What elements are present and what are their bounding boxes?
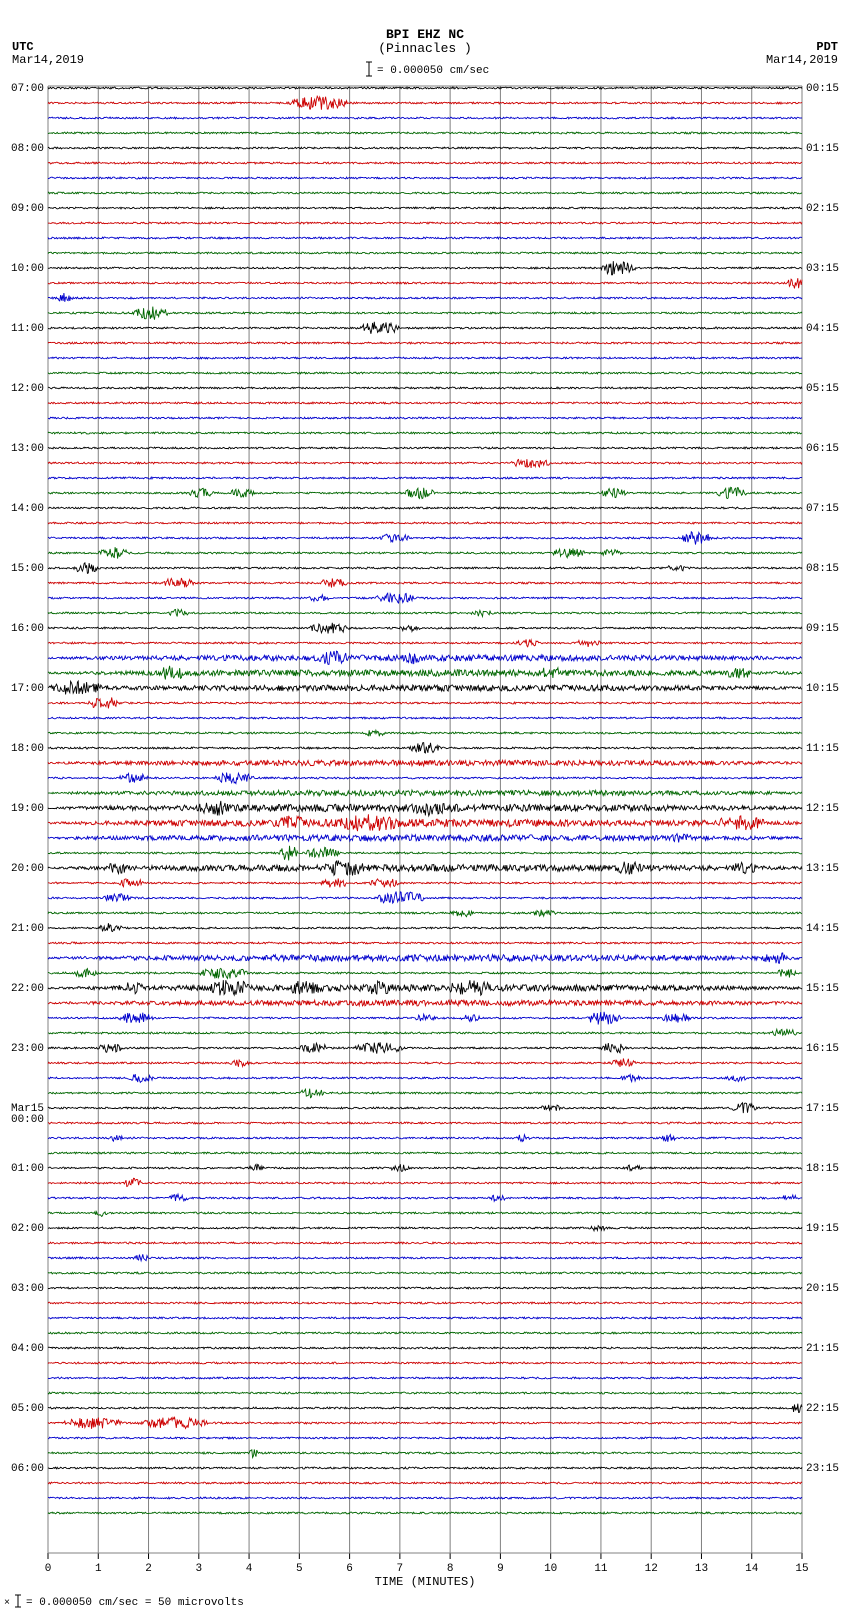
left-tz: UTC bbox=[12, 40, 34, 54]
left-time-label: 16:00 bbox=[11, 623, 44, 635]
svg-text:15: 15 bbox=[795, 1563, 808, 1575]
left-time-label: 22:00 bbox=[11, 983, 44, 995]
right-time-label: 09:15 bbox=[806, 623, 839, 635]
svg-text:3: 3 bbox=[195, 1563, 202, 1575]
right-time-label: 15:15 bbox=[806, 983, 839, 995]
left-time-label: 18:00 bbox=[11, 743, 44, 755]
station-title: BPI EHZ NC bbox=[386, 27, 464, 42]
right-time-label: 18:15 bbox=[806, 1163, 839, 1175]
right-time-label: 19:15 bbox=[806, 1223, 839, 1235]
left-time-label: 04:00 bbox=[11, 1343, 44, 1355]
right-time-label: 16:15 bbox=[806, 1043, 839, 1055]
svg-text:1: 1 bbox=[95, 1563, 102, 1575]
svg-text:0: 0 bbox=[45, 1563, 52, 1575]
left-time-label: 08:00 bbox=[11, 143, 44, 155]
right-time-label: 20:15 bbox=[806, 1283, 839, 1295]
svg-text:13: 13 bbox=[695, 1563, 708, 1575]
left-time-label: 17:00 bbox=[11, 683, 44, 695]
svg-text:6: 6 bbox=[346, 1563, 353, 1575]
scale-label: = 0.000050 cm/sec bbox=[377, 65, 489, 77]
right-time-label: 17:15 bbox=[806, 1103, 839, 1115]
right-time-label: 23:15 bbox=[806, 1463, 839, 1475]
seismogram-container: BPI EHZ NC(Pinnacles ) = 0.000050 cm/sec U… bbox=[0, 0, 850, 1613]
right-time-label: 12:15 bbox=[806, 803, 839, 815]
right-time-label: 11:15 bbox=[806, 743, 839, 755]
left-time-label: 00:00 bbox=[11, 1114, 44, 1126]
left-time-label: 06:00 bbox=[11, 1463, 44, 1475]
left-time-label: 03:00 bbox=[11, 1283, 44, 1295]
svg-text:14: 14 bbox=[745, 1563, 759, 1575]
left-time-label: 10:00 bbox=[11, 263, 44, 275]
right-date: Mar14,2019 bbox=[766, 53, 838, 67]
right-tz: PDT bbox=[816, 40, 838, 54]
right-time-label: 04:15 bbox=[806, 323, 839, 335]
seismogram-svg: BPI EHZ NC(Pinnacles ) = 0.000050 cm/sec U… bbox=[0, 0, 850, 1613]
x-axis-label: TIME (MINUTES) bbox=[375, 1575, 476, 1589]
left-time-label: 15:00 bbox=[11, 563, 44, 575]
right-time-label: 07:15 bbox=[806, 503, 839, 515]
right-time-label: 13:15 bbox=[806, 863, 839, 875]
svg-text:5: 5 bbox=[296, 1563, 303, 1575]
left-time-label: 19:00 bbox=[11, 803, 44, 815]
left-time-label: 21:00 bbox=[11, 923, 44, 935]
right-time-label: 08:15 bbox=[806, 563, 839, 575]
svg-text:12: 12 bbox=[645, 1563, 658, 1575]
right-time-label: 01:15 bbox=[806, 143, 839, 155]
svg-text:9: 9 bbox=[497, 1563, 504, 1575]
right-time-label: 22:15 bbox=[806, 1403, 839, 1415]
svg-text:10: 10 bbox=[544, 1563, 557, 1575]
right-time-label: 06:15 bbox=[806, 443, 839, 455]
svg-text:7: 7 bbox=[397, 1563, 404, 1575]
right-time-label: 03:15 bbox=[806, 263, 839, 275]
right-time-label: 02:15 bbox=[806, 203, 839, 215]
svg-text:2: 2 bbox=[145, 1563, 152, 1575]
right-time-label: 14:15 bbox=[806, 923, 839, 935]
left-time-label: 13:00 bbox=[11, 443, 44, 455]
svg-text:8: 8 bbox=[447, 1563, 454, 1575]
svg-text:11: 11 bbox=[594, 1563, 608, 1575]
left-time-label: 02:00 bbox=[11, 1223, 44, 1235]
right-time-label: 00:15 bbox=[806, 83, 839, 95]
station-subtitle: (Pinnacles ) bbox=[378, 41, 472, 56]
left-time-label: 23:00 bbox=[11, 1043, 44, 1055]
right-time-label: 05:15 bbox=[806, 383, 839, 395]
svg-text:4: 4 bbox=[246, 1563, 253, 1575]
left-date: Mar14,2019 bbox=[12, 53, 84, 67]
left-time-label: 12:00 bbox=[11, 383, 44, 395]
footer-scale: = 0.000050 cm/sec = 50 microvolts bbox=[26, 1597, 244, 1609]
left-time-label: 01:00 bbox=[11, 1163, 44, 1175]
left-time-label: 07:00 bbox=[11, 83, 44, 95]
left-time-label: 05:00 bbox=[11, 1403, 44, 1415]
right-time-label: 21:15 bbox=[806, 1343, 839, 1355]
svg-text:×: × bbox=[4, 1598, 10, 1609]
right-time-label: 10:15 bbox=[806, 683, 839, 695]
left-time-label: 09:00 bbox=[11, 203, 44, 215]
left-time-label: 14:00 bbox=[11, 503, 44, 515]
left-time-label: 11:00 bbox=[11, 323, 44, 335]
left-time-label: 20:00 bbox=[11, 863, 44, 875]
